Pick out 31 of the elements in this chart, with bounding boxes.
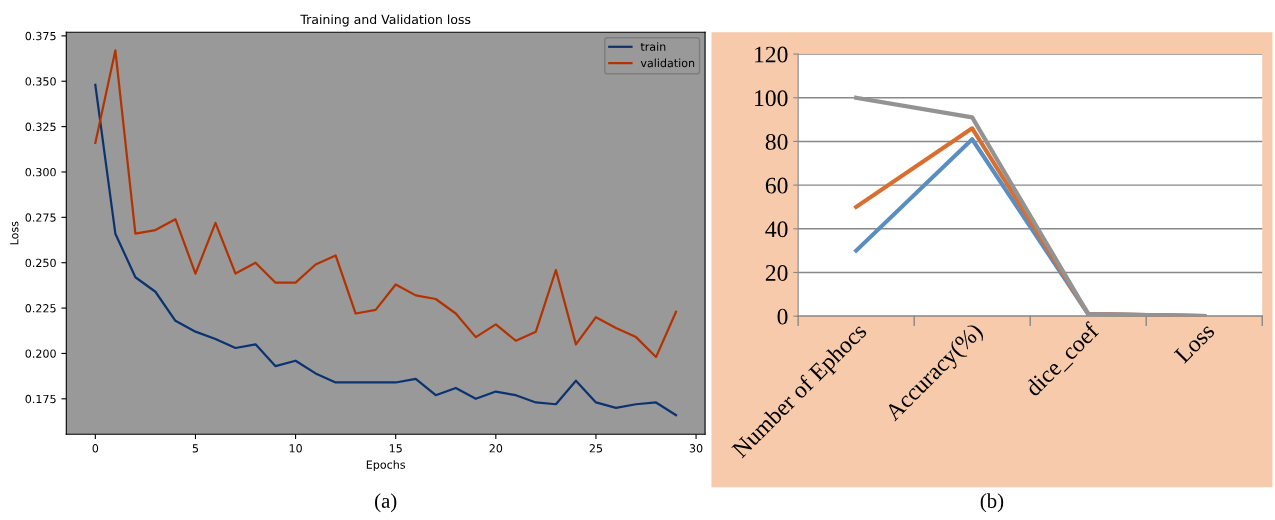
x-tick-label: 20: [489, 444, 503, 453]
x-axis-title: Epochs: [366, 460, 406, 471]
y-tick-label: 0.275: [25, 213, 56, 222]
x-tick-label: 30: [689, 444, 703, 453]
y-tick-label: 20: [765, 264, 788, 281]
chart-title: Training and Validation loss: [300, 14, 471, 27]
x-tick-label: 5: [192, 444, 199, 453]
x-tick-label: 15: [389, 444, 402, 453]
y-tick-label: 0.175: [25, 394, 56, 404]
y-tick-label: 0.325: [25, 122, 56, 131]
x-tick-label: Loss: [1173, 322, 1216, 364]
y-tick-label: 0.250: [25, 258, 56, 268]
y-tick-label: 120: [755, 46, 788, 63]
legend-label: train: [640, 42, 666, 51]
y-tick-label: 0.375: [25, 31, 56, 41]
text: (b): [980, 493, 1004, 513]
x-tick-label: 25: [589, 444, 603, 453]
text: (a): [375, 493, 397, 513]
y-tick-label: 60: [765, 177, 788, 194]
y-tick-label: 100: [755, 90, 788, 107]
y-tick-label: 0.350: [25, 77, 56, 86]
y-tick-label: 0: [777, 308, 788, 325]
y-tick-label: 0.225: [25, 304, 56, 313]
y-tick-label: 40: [765, 221, 788, 238]
x-tick-label: 0: [92, 444, 99, 453]
legend-label: validation: [640, 58, 695, 68]
x-tick-label: 10: [289, 444, 302, 453]
y-tick-label: 0.300: [25, 167, 56, 177]
y-tick-label: 0.200: [25, 349, 56, 358]
y-axis-title: Loss: [10, 221, 19, 245]
y-tick-label: 80: [765, 133, 788, 150]
